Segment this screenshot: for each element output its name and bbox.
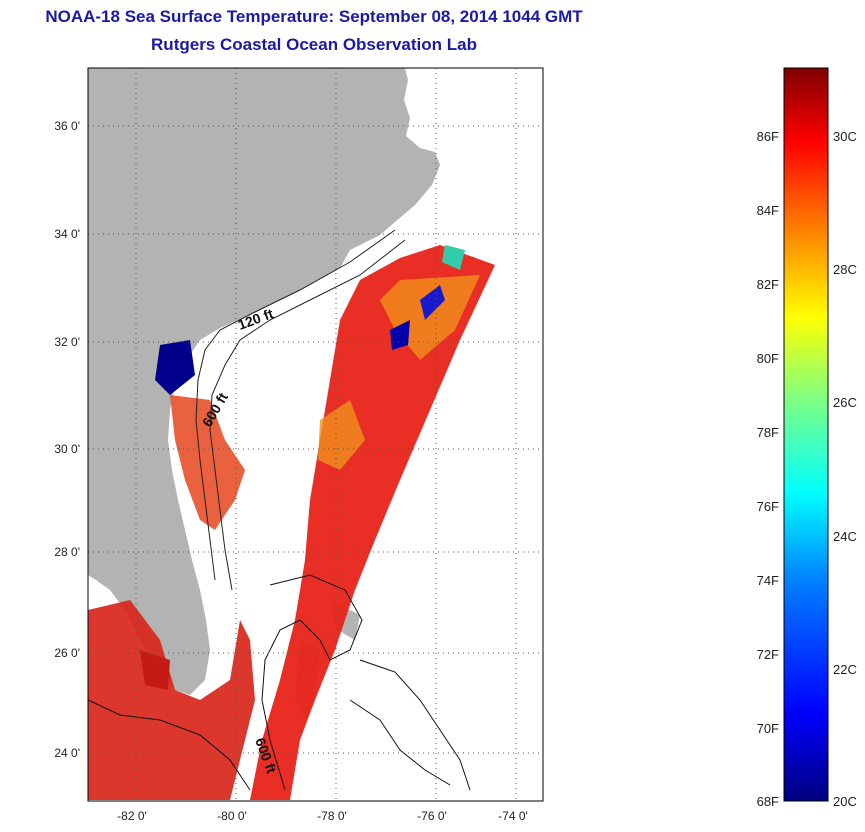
- lat-tick-label: 34 0': [54, 227, 80, 241]
- lat-tick-label: 36 0': [54, 119, 80, 133]
- sst-gulf-patch: [140, 650, 170, 690]
- sst-gulf-patch: [88, 600, 255, 800]
- sst-cyan-patch: [442, 245, 465, 270]
- sst-coastal-patch: [170, 395, 245, 530]
- colorbar-c-label: 28C: [833, 262, 857, 277]
- sst-cold-patch: [390, 320, 410, 350]
- depth-contour: [88, 699, 251, 791]
- colorbar-c-label: 22C: [833, 662, 857, 677]
- colorbar-c-label: 26C: [833, 395, 857, 410]
- lat-tick-label: 30 0': [54, 442, 80, 456]
- lon-tick-label: -76 0': [417, 809, 447, 823]
- lat-tick-label: 26 0': [54, 646, 80, 660]
- lon-tick-label: -74 0': [498, 809, 528, 823]
- sst-swath-orange: [318, 400, 365, 470]
- colorbar-f-label: 74F: [757, 573, 779, 588]
- colorbar-c-label: 20C: [833, 794, 857, 809]
- lon-tick-label: -78 0': [317, 809, 347, 823]
- depth-contour-600ft: [209, 239, 406, 591]
- colorbar-f-label: 82F: [757, 277, 779, 292]
- colorbar-f-label: 78F: [757, 425, 779, 440]
- map-frame: [87, 67, 544, 802]
- colorbar-c-label: 30C: [833, 129, 857, 144]
- depth-contour: [261, 574, 363, 791]
- map-subtitle: Rutgers Coastal Ocean Observation Lab: [151, 35, 477, 54]
- colorbar-f-label: 84F: [757, 203, 779, 218]
- colorbar-c-label: 24C: [833, 529, 857, 544]
- colorbar-f-label: 72F: [757, 647, 779, 662]
- colorbar-f-label: 76F: [757, 499, 779, 514]
- lat-tick-label: 28 0': [54, 545, 80, 559]
- land-mass: [88, 68, 440, 695]
- colorbar-f-label: 68F: [757, 794, 779, 809]
- lon-tick-label: -82 0': [117, 809, 147, 823]
- colorbar: [783, 67, 829, 802]
- lon-tick-label: -80 0': [217, 809, 247, 823]
- depth-contour: [359, 659, 471, 791]
- map-gridlines: [88, 68, 543, 801]
- sst-swath-east: [250, 245, 495, 800]
- depth-contour: [349, 699, 451, 786]
- colorbar-f-label: 80F: [757, 351, 779, 366]
- lat-tick-label: 32 0': [54, 335, 80, 349]
- colorbar-f-label: 70F: [757, 721, 779, 736]
- colorbar-f-label: 86F: [757, 129, 779, 144]
- sst-cold-patch: [420, 285, 445, 320]
- depth-contour-120ft: [195, 229, 396, 581]
- lat-tick-label: 24 0': [54, 746, 80, 760]
- map-title: NOAA-18 Sea Surface Temperature: Septemb…: [45, 7, 583, 26]
- sst-cold-patch: [155, 340, 195, 395]
